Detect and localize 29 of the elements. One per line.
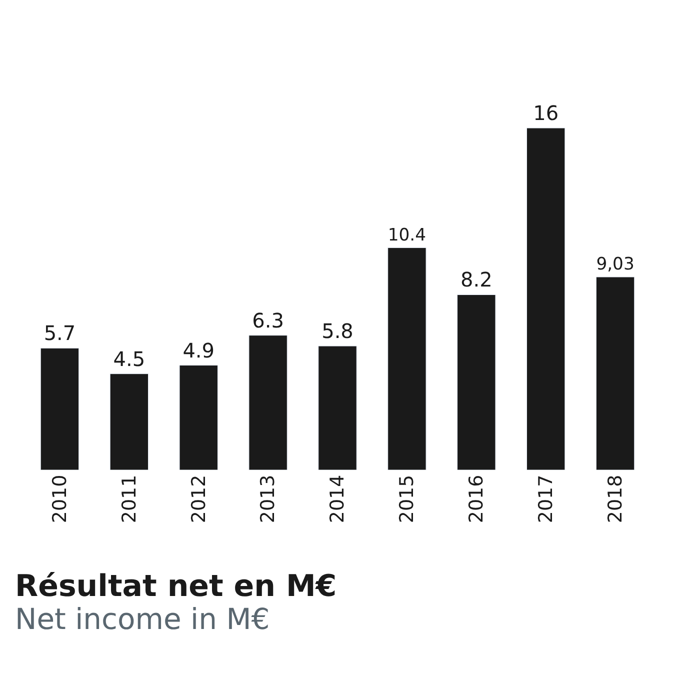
data-label: 9,03	[596, 254, 634, 275]
bar	[388, 247, 426, 470]
x-tick-label: 2017	[535, 474, 558, 524]
data-label: 4.5	[113, 346, 146, 371]
x-tick-label: 2010	[48, 474, 71, 524]
data-label: 5.8	[322, 319, 354, 344]
x-tick-label: 2015	[396, 474, 418, 524]
x-tick-label: 2013	[257, 474, 280, 524]
bar	[248, 335, 288, 470]
data-label: 10.4	[388, 225, 426, 246]
x-tick-label: 2014	[326, 474, 349, 524]
data-label: 5.7	[44, 321, 76, 346]
x-tick-label: 2011	[118, 474, 140, 524]
bar	[596, 276, 635, 470]
text: Net income in M€	[15, 602, 270, 636]
text: Résultat net en M€	[15, 569, 337, 604]
x-tick-label: 2016	[466, 474, 488, 524]
x-tick-label: 2018	[604, 474, 626, 524]
data-label: 4.9	[182, 338, 215, 362]
bar	[318, 346, 357, 470]
bar	[179, 365, 218, 470]
bar	[526, 128, 566, 470]
data-label: 6.3	[252, 308, 284, 332]
data-label: 8.2	[460, 268, 492, 292]
data-label: 16	[533, 101, 559, 125]
bar	[40, 348, 80, 470]
bar	[110, 374, 149, 470]
bar	[457, 294, 496, 470]
x-tick-label: 2012	[188, 474, 210, 524]
